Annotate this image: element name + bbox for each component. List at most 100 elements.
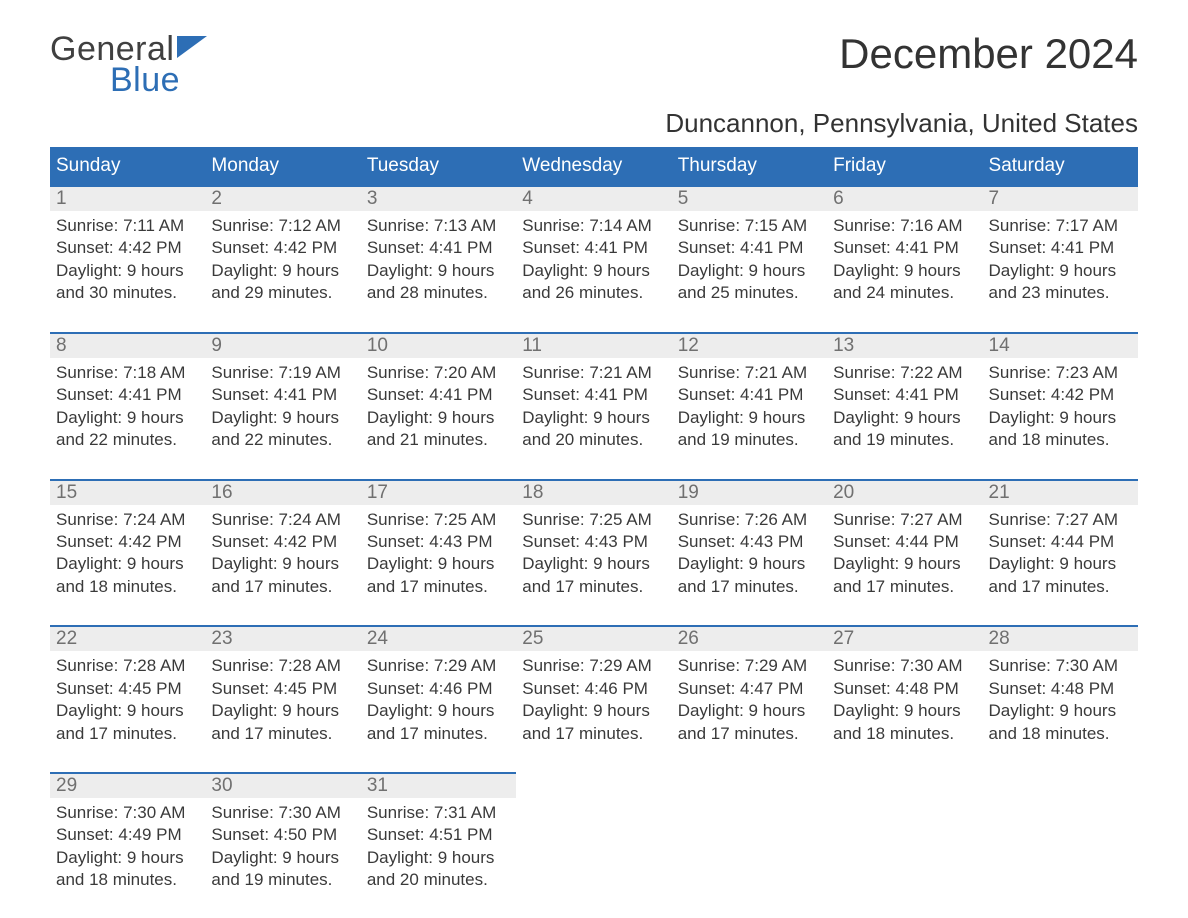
sunrise-text: Sunrise: 7:15 AM	[678, 215, 821, 237]
day-body-cell	[983, 798, 1138, 898]
daylight-text-2: and 17 minutes.	[56, 723, 199, 745]
daynum-cell	[672, 773, 827, 798]
sunset-text: Sunset: 4:49 PM	[56, 824, 199, 846]
day-body-cell: Sunrise: 7:29 AMSunset: 4:47 PMDaylight:…	[672, 651, 827, 751]
daynum-cell: 28	[983, 626, 1138, 651]
daylight-text-2: and 28 minutes.	[367, 282, 510, 304]
week-spacer	[50, 458, 1138, 480]
sunrise-text: Sunrise: 7:16 AM	[833, 215, 976, 237]
dow-header-cell: Monday	[205, 147, 360, 186]
daynum-cell: 8	[50, 333, 205, 358]
daylight-text-1: Daylight: 9 hours	[522, 553, 665, 575]
daylight-text-2: and 21 minutes.	[367, 429, 510, 451]
daynum-cell: 11	[516, 333, 671, 358]
day-body-cell: Sunrise: 7:21 AMSunset: 4:41 PMDaylight:…	[516, 358, 671, 458]
sunset-text: Sunset: 4:41 PM	[678, 237, 821, 259]
sunrise-text: Sunrise: 7:19 AM	[211, 362, 354, 384]
day-body-cell: Sunrise: 7:29 AMSunset: 4:46 PMDaylight:…	[516, 651, 671, 751]
sunrise-text: Sunrise: 7:22 AM	[833, 362, 976, 384]
sunset-text: Sunset: 4:42 PM	[211, 237, 354, 259]
day-body-cell: Sunrise: 7:24 AMSunset: 4:42 PMDaylight:…	[50, 505, 205, 605]
daylight-text-1: Daylight: 9 hours	[211, 260, 354, 282]
brand-logo: General Blue	[50, 30, 207, 100]
daylight-text-2: and 18 minutes.	[989, 429, 1132, 451]
daylight-text-1: Daylight: 9 hours	[989, 700, 1132, 722]
daynum-cell: 14	[983, 333, 1138, 358]
sunrise-text: Sunrise: 7:21 AM	[522, 362, 665, 384]
daynum-cell: 22	[50, 626, 205, 651]
daylight-text-1: Daylight: 9 hours	[211, 407, 354, 429]
sunset-text: Sunset: 4:42 PM	[211, 531, 354, 553]
sunrise-text: Sunrise: 7:30 AM	[989, 655, 1132, 677]
sunrise-text: Sunrise: 7:29 AM	[678, 655, 821, 677]
daylight-text-2: and 18 minutes.	[56, 869, 199, 891]
day-body-cell: Sunrise: 7:25 AMSunset: 4:43 PMDaylight:…	[361, 505, 516, 605]
day-body-cell: Sunrise: 7:26 AMSunset: 4:43 PMDaylight:…	[672, 505, 827, 605]
sunset-text: Sunset: 4:51 PM	[367, 824, 510, 846]
month-title: December 2024	[839, 30, 1138, 78]
daylight-text-1: Daylight: 9 hours	[211, 847, 354, 869]
daynum-cell: 25	[516, 626, 671, 651]
daynum-cell: 15	[50, 480, 205, 505]
daylight-text-2: and 17 minutes.	[211, 576, 354, 598]
sunrise-text: Sunrise: 7:30 AM	[833, 655, 976, 677]
daylight-text-2: and 17 minutes.	[522, 576, 665, 598]
sunset-text: Sunset: 4:44 PM	[989, 531, 1132, 553]
daynum-cell: 2	[205, 186, 360, 211]
sunset-text: Sunset: 4:50 PM	[211, 824, 354, 846]
daynum-cell: 13	[827, 333, 982, 358]
sunrise-text: Sunrise: 7:20 AM	[367, 362, 510, 384]
daylight-text-1: Daylight: 9 hours	[56, 553, 199, 575]
day-body-cell: Sunrise: 7:12 AMSunset: 4:42 PMDaylight:…	[205, 211, 360, 311]
sunrise-text: Sunrise: 7:12 AM	[211, 215, 354, 237]
dow-header-cell: Friday	[827, 147, 982, 186]
daynum-cell: 9	[205, 333, 360, 358]
sunset-text: Sunset: 4:41 PM	[522, 384, 665, 406]
daylight-text-1: Daylight: 9 hours	[367, 553, 510, 575]
daynum-row: 891011121314	[50, 333, 1138, 358]
day-body-cell: Sunrise: 7:17 AMSunset: 4:41 PMDaylight:…	[983, 211, 1138, 311]
sunrise-text: Sunrise: 7:25 AM	[367, 509, 510, 531]
daynum-cell: 7	[983, 186, 1138, 211]
daynum-cell: 29	[50, 773, 205, 798]
daylight-text-1: Daylight: 9 hours	[211, 700, 354, 722]
day-body-cell: Sunrise: 7:21 AMSunset: 4:41 PMDaylight:…	[672, 358, 827, 458]
sunset-text: Sunset: 4:41 PM	[833, 384, 976, 406]
daylight-text-2: and 17 minutes.	[678, 723, 821, 745]
daylight-text-1: Daylight: 9 hours	[367, 407, 510, 429]
daynum-cell: 23	[205, 626, 360, 651]
daylight-text-1: Daylight: 9 hours	[678, 553, 821, 575]
day-body-cell: Sunrise: 7:28 AMSunset: 4:45 PMDaylight:…	[50, 651, 205, 751]
dow-header-row: SundayMondayTuesdayWednesdayThursdayFrid…	[50, 147, 1138, 186]
daylight-text-2: and 19 minutes.	[211, 869, 354, 891]
flag-icon	[177, 36, 207, 63]
daynum-row: 22232425262728	[50, 626, 1138, 651]
daylight-text-2: and 17 minutes.	[367, 576, 510, 598]
day-body-cell	[516, 798, 671, 898]
sunrise-text: Sunrise: 7:24 AM	[56, 509, 199, 531]
daylight-text-2: and 17 minutes.	[211, 723, 354, 745]
daylight-text-2: and 20 minutes.	[522, 429, 665, 451]
dow-header-cell: Tuesday	[361, 147, 516, 186]
daylight-text-2: and 18 minutes.	[989, 723, 1132, 745]
sunset-text: Sunset: 4:41 PM	[211, 384, 354, 406]
day-body-row: Sunrise: 7:24 AMSunset: 4:42 PMDaylight:…	[50, 505, 1138, 605]
daylight-text-1: Daylight: 9 hours	[56, 260, 199, 282]
dow-header-cell: Sunday	[50, 147, 205, 186]
day-body-cell: Sunrise: 7:23 AMSunset: 4:42 PMDaylight:…	[983, 358, 1138, 458]
day-body-cell: Sunrise: 7:13 AMSunset: 4:41 PMDaylight:…	[361, 211, 516, 311]
daylight-text-2: and 17 minutes.	[833, 576, 976, 598]
sunset-text: Sunset: 4:42 PM	[56, 531, 199, 553]
sunrise-text: Sunrise: 7:30 AM	[56, 802, 199, 824]
sunrise-text: Sunrise: 7:13 AM	[367, 215, 510, 237]
daylight-text-1: Daylight: 9 hours	[678, 260, 821, 282]
day-body-cell: Sunrise: 7:24 AMSunset: 4:42 PMDaylight:…	[205, 505, 360, 605]
daylight-text-1: Daylight: 9 hours	[678, 700, 821, 722]
sunrise-text: Sunrise: 7:23 AM	[989, 362, 1132, 384]
daylight-text-1: Daylight: 9 hours	[522, 407, 665, 429]
sunset-text: Sunset: 4:41 PM	[989, 237, 1132, 259]
sunrise-text: Sunrise: 7:21 AM	[678, 362, 821, 384]
sunrise-text: Sunrise: 7:31 AM	[367, 802, 510, 824]
day-body-cell: Sunrise: 7:30 AMSunset: 4:50 PMDaylight:…	[205, 798, 360, 898]
sunrise-text: Sunrise: 7:24 AM	[211, 509, 354, 531]
